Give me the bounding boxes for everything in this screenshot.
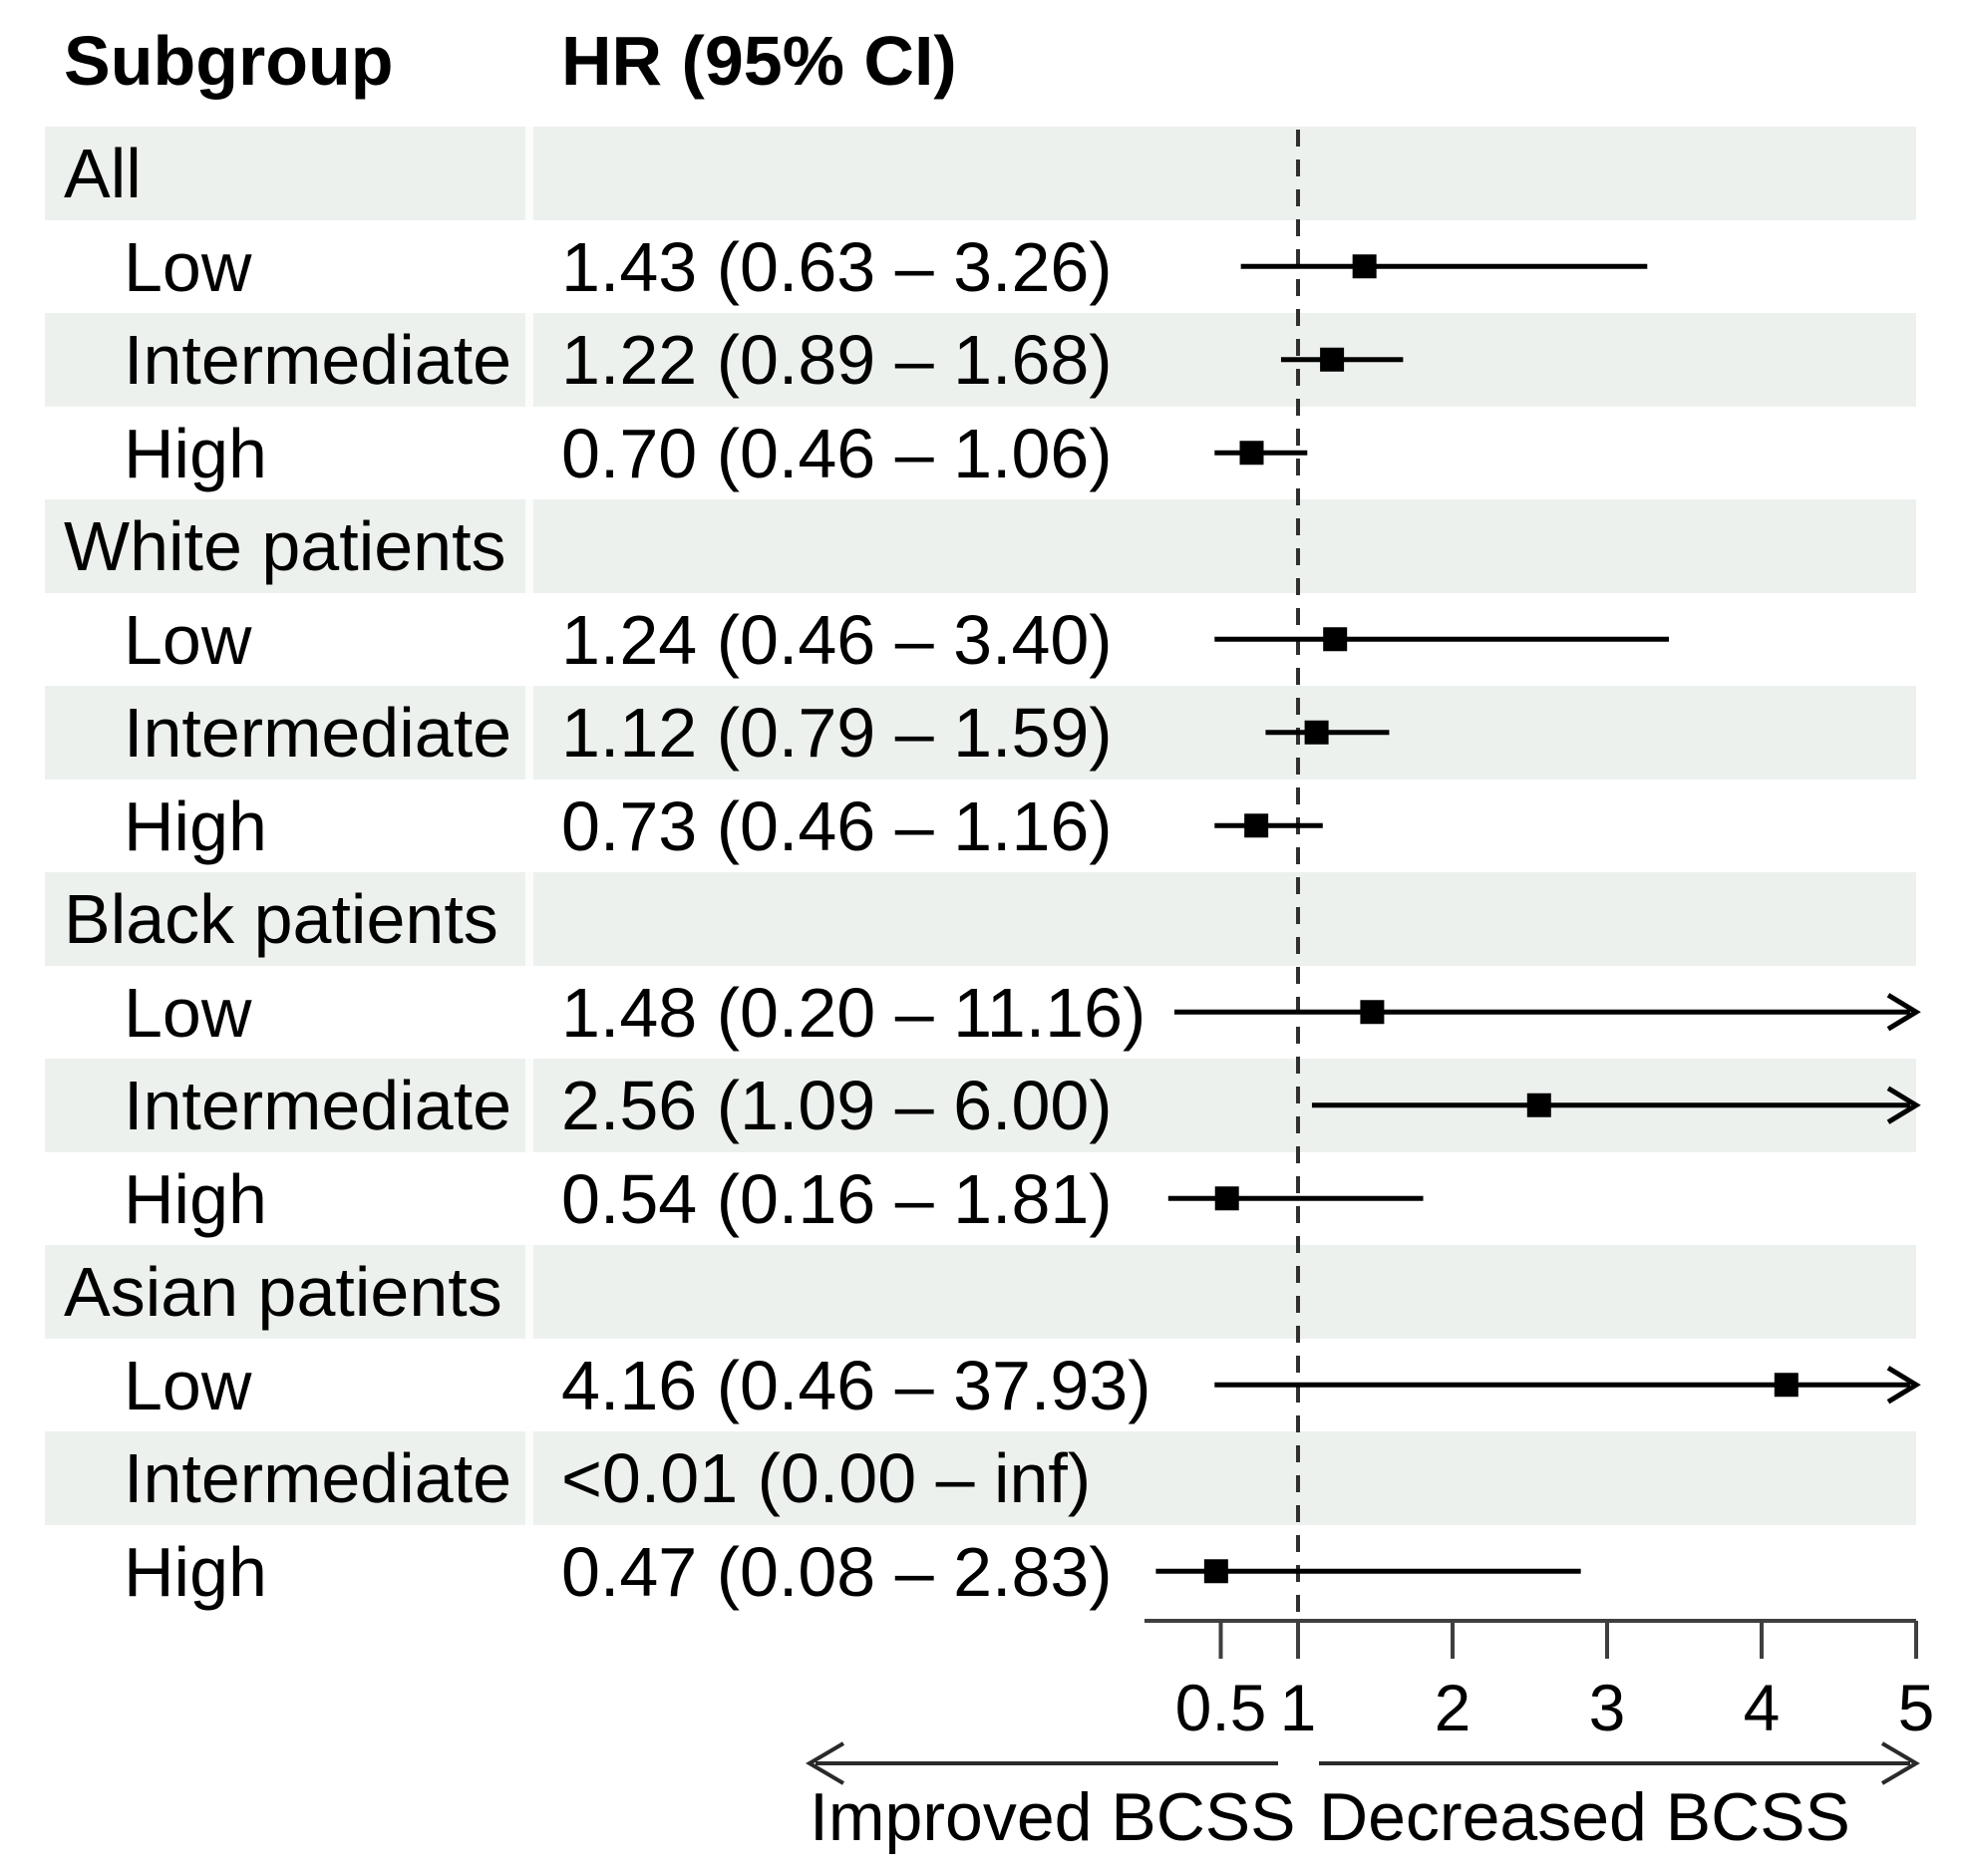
direction-label-improved: Improved BCSS (810, 1779, 1296, 1855)
subgroup-row-label: Intermediate (124, 1439, 512, 1517)
subgroup-row-label: Low (124, 227, 252, 306)
subgroup-header-label: Black patients (64, 880, 498, 958)
hr-ci-value: 4.16 (0.46 – 37.93) (561, 1346, 1151, 1424)
column-header-subgroup: Subgroup (64, 22, 394, 100)
point-estimate-marker (1244, 813, 1269, 838)
point-estimate-marker (1320, 347, 1345, 372)
x-axis-tick-label: 0.5 (1175, 1671, 1267, 1744)
decreased-arrow-head (1880, 1741, 1920, 1785)
point-estimate-marker (1203, 1559, 1228, 1584)
row-band-shaded (45, 686, 1916, 780)
point-estimate-marker (1360, 1000, 1385, 1025)
subgroup-row-label: Low (124, 1346, 252, 1424)
hr-ci-value: 1.12 (0.79 – 1.59) (561, 694, 1113, 772)
subgroup-header-label: Asian patients (64, 1253, 502, 1331)
x-axis-tick-label: 4 (1744, 1671, 1781, 1744)
hr-ci-value: 0.47 (0.08 – 2.83) (561, 1532, 1113, 1611)
row-band-shaded (45, 499, 1916, 593)
point-estimate-marker (1239, 441, 1264, 466)
hr-ci-value: 0.70 (0.46 – 1.06) (561, 414, 1113, 492)
point-estimate-marker (1323, 627, 1348, 652)
row-band-shaded (45, 1431, 1916, 1525)
hr-ci-value: 1.48 (0.20 – 11.16) (561, 973, 1146, 1052)
hr-ci-value: 1.24 (0.46 – 3.40) (561, 600, 1113, 679)
subgroup-header-label: White patients (64, 507, 506, 585)
subgroup-row-label: High (124, 786, 267, 865)
subgroup-row-label: Intermediate (124, 1067, 512, 1144)
x-axis-tick-label: 3 (1589, 1671, 1626, 1744)
hr-ci-value: 1.22 (0.89 – 1.68) (561, 321, 1113, 399)
row-band-shaded (45, 872, 1916, 966)
subgroup-row-label: Intermediate (124, 321, 512, 399)
row-band-shaded (45, 1245, 1916, 1339)
x-axis-tick-label: 1 (1280, 1671, 1317, 1744)
subgroup-row-label: Intermediate (124, 694, 512, 772)
row-band-shaded (45, 313, 1916, 407)
point-estimate-marker (1352, 254, 1377, 279)
point-estimate-marker (1774, 1373, 1799, 1398)
point-estimate-marker (1526, 1093, 1551, 1117)
subgroup-row-label: High (124, 1159, 267, 1238)
hr-ci-value: 0.54 (0.16 – 1.81) (561, 1159, 1113, 1238)
column-header-hr: HR (95% CI) (561, 22, 957, 100)
subgroup-row-label: High (124, 414, 267, 492)
subgroup-row-label: Low (124, 600, 252, 679)
ci-arrowhead-right (1886, 1086, 1921, 1124)
point-estimate-marker (1214, 1186, 1239, 1211)
subgroup-row-label: High (124, 1532, 267, 1611)
row-band-shaded (45, 127, 1916, 220)
subgroup-row-label: Low (124, 973, 252, 1052)
x-axis-tick-label: 5 (1898, 1671, 1935, 1744)
direction-label-decreased: Decreased BCSS (1319, 1779, 1850, 1855)
hr-ci-value: 0.73 (0.46 – 1.16) (561, 786, 1113, 865)
point-estimate-marker (1304, 720, 1329, 745)
ci-arrowhead-right (1886, 1366, 1921, 1405)
band-column-seam (525, 127, 533, 1618)
x-axis-tick-label: 2 (1435, 1671, 1472, 1744)
subgroup-header-label: All (64, 135, 142, 212)
improved-arrow-head (806, 1741, 845, 1785)
hr-ci-value: <0.01 (0.00 – inf) (561, 1439, 1092, 1517)
hr-ci-value: 1.43 (0.63 – 3.26) (561, 227, 1113, 306)
ci-arrowhead-right (1886, 993, 1921, 1032)
hr-ci-value: 2.56 (1.09 – 6.00) (561, 1067, 1113, 1144)
